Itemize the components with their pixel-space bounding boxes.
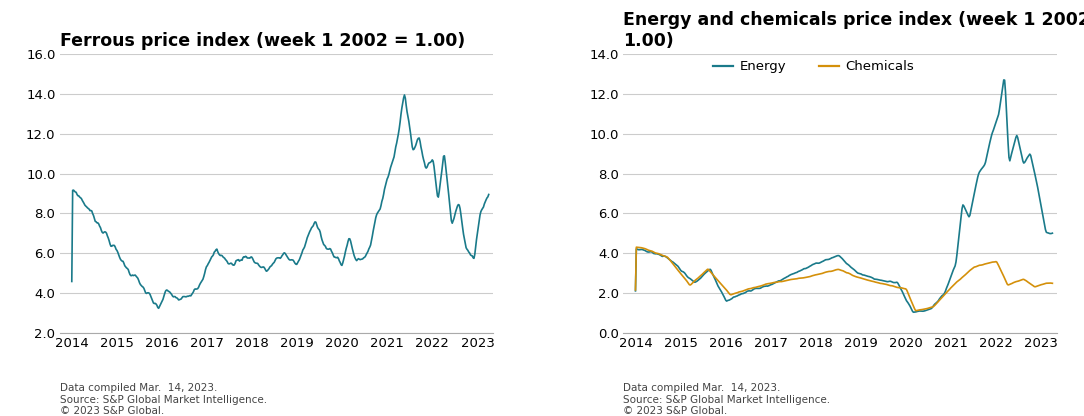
Energy (907, 310, 920, 315)
Line: Chemicals: Chemicals (635, 247, 1053, 311)
Chemicals (909, 308, 922, 313)
Chemicals (630, 245, 643, 250)
Energy (840, 261, 853, 266)
Legend: Energy, Chemicals: Energy, Chemicals (708, 55, 919, 79)
Energy (938, 292, 951, 297)
Text: Data compiled Mar.  14, 2023.
Source: S&P Global Market Intelligence.
© 2023 S&P: Data compiled Mar. 14, 2023. Source: S&P… (60, 383, 267, 416)
Energy (924, 307, 937, 312)
Line: Energy: Energy (635, 80, 1053, 312)
Energy (1029, 172, 1042, 177)
Chemicals (925, 305, 938, 310)
Chemicals (841, 270, 854, 275)
Chemicals (820, 270, 833, 275)
Energy (818, 258, 831, 262)
Chemicals (933, 298, 946, 303)
Text: Ferrous price index (week 1 2002 = 1.00): Ferrous price index (week 1 2002 = 1.00) (60, 32, 465, 50)
Chemicals (938, 292, 951, 297)
Text: Energy and chemicals price index (week 1 2002 =
1.00): Energy and chemicals price index (week 1… (623, 11, 1084, 50)
Text: Data compiled Mar.  14, 2023.
Source: S&P Global Market Intelligence.
© 2023 S&P: Data compiled Mar. 14, 2023. Source: S&P… (623, 383, 830, 416)
Energy (932, 298, 945, 303)
Energy (997, 77, 1010, 82)
Energy (1046, 231, 1059, 236)
Energy (629, 288, 642, 293)
Chemicals (629, 287, 642, 292)
Chemicals (1029, 284, 1042, 289)
Chemicals (1046, 281, 1059, 286)
